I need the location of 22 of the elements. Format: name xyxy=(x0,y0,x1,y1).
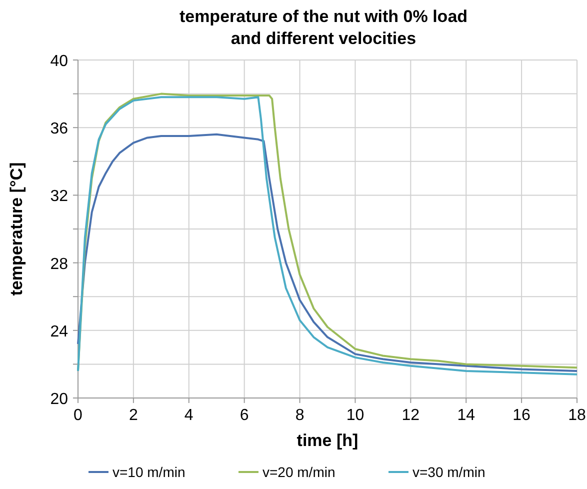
y-tick-label: 40 xyxy=(50,53,68,70)
y-axis-title: temperature [°C] xyxy=(7,162,26,296)
x-tick-label: 2 xyxy=(128,407,138,424)
x-tick-label: 12 xyxy=(402,407,420,424)
y-tick-label: 28 xyxy=(50,256,68,273)
x-tick-label: 10 xyxy=(346,407,364,424)
x-tick-label: 16 xyxy=(512,407,531,424)
x-tick-label: 4 xyxy=(184,407,194,424)
x-tick-label: 8 xyxy=(295,407,304,424)
x-axis-title: time [h] xyxy=(296,431,358,450)
y-tick-label: 24 xyxy=(50,323,68,340)
x-tick-label: 18 xyxy=(568,407,586,424)
x-tick-label: 0 xyxy=(74,407,83,424)
chart-title: temperature of the nut with 0% load and different velocities xyxy=(179,7,468,48)
x-tick-label: 6 xyxy=(240,407,249,424)
legend-label: v=20 m/min xyxy=(262,464,336,480)
legend-label: v=30 m/min xyxy=(412,464,486,480)
y-tick-label: 32 xyxy=(50,188,68,206)
y-tick-label: 36 xyxy=(50,120,68,138)
legend-label: v=10 m/min xyxy=(112,464,186,480)
x-tick-label: 14 xyxy=(457,407,476,424)
y-tick-label: 20 xyxy=(50,391,68,408)
